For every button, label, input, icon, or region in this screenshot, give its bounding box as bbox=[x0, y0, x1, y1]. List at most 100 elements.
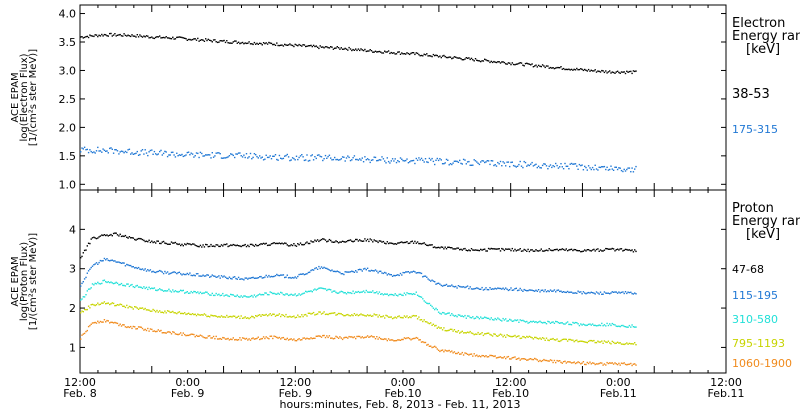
data-point bbox=[595, 325, 598, 327]
data-point bbox=[237, 295, 240, 298]
data-point bbox=[385, 51, 387, 53]
data-point bbox=[586, 70, 588, 72]
data-point bbox=[415, 272, 417, 274]
data-point bbox=[124, 326, 127, 328]
data-point bbox=[212, 156, 215, 158]
data-point bbox=[287, 277, 290, 279]
data-point bbox=[165, 290, 167, 292]
data-point bbox=[147, 327, 149, 330]
data-point bbox=[177, 311, 179, 314]
data-point bbox=[612, 323, 615, 326]
data-point bbox=[365, 240, 367, 242]
data-point bbox=[216, 276, 219, 278]
data-point bbox=[460, 248, 462, 250]
data-point bbox=[203, 336, 206, 339]
data-point bbox=[281, 158, 283, 160]
data-point bbox=[559, 340, 561, 343]
data-point bbox=[143, 239, 145, 242]
data-point bbox=[90, 238, 92, 240]
data-point bbox=[343, 241, 345, 243]
data-point bbox=[316, 335, 319, 337]
data-point bbox=[620, 169, 623, 172]
data-point bbox=[585, 69, 587, 71]
data-point bbox=[428, 302, 431, 305]
data-point bbox=[99, 320, 102, 323]
data-point bbox=[340, 273, 342, 275]
data-point bbox=[528, 335, 531, 338]
data-point bbox=[487, 247, 490, 250]
data-point bbox=[512, 289, 515, 291]
data-point bbox=[103, 33, 106, 36]
data-point bbox=[309, 271, 311, 273]
data-point bbox=[402, 294, 404, 297]
data-point bbox=[464, 286, 466, 289]
data-point bbox=[534, 357, 536, 360]
data-point bbox=[536, 290, 538, 292]
data-point bbox=[612, 71, 615, 74]
data-point bbox=[627, 343, 629, 345]
data-point bbox=[123, 33, 125, 35]
data-point bbox=[306, 45, 308, 47]
data-point bbox=[620, 248, 623, 250]
data-point bbox=[135, 266, 137, 269]
data-point bbox=[352, 270, 354, 273]
data-point bbox=[495, 318, 498, 321]
data-point bbox=[609, 362, 611, 364]
data-point bbox=[168, 154, 170, 156]
data-point bbox=[343, 315, 345, 317]
data-point bbox=[509, 335, 511, 337]
data-point bbox=[611, 291, 613, 293]
data-point bbox=[528, 289, 531, 291]
data-point bbox=[216, 41, 219, 44]
data-point bbox=[162, 312, 165, 314]
data-point bbox=[156, 330, 158, 333]
data-point bbox=[173, 154, 175, 156]
data-point bbox=[423, 341, 425, 344]
data-point bbox=[227, 156, 229, 158]
data-point bbox=[326, 289, 328, 292]
data-point bbox=[585, 166, 587, 169]
data-point bbox=[176, 152, 178, 154]
data-point bbox=[528, 358, 531, 360]
data-point bbox=[176, 243, 178, 245]
data-point bbox=[203, 246, 206, 248]
data-point bbox=[407, 52, 410, 55]
data-point bbox=[337, 242, 340, 244]
data-point bbox=[210, 337, 212, 339]
data-point bbox=[382, 158, 385, 160]
proton-plot-frame bbox=[79, 189, 727, 374]
data-point bbox=[86, 148, 88, 151]
data-point bbox=[569, 69, 571, 71]
data-point bbox=[302, 292, 304, 295]
data-point bbox=[362, 49, 365, 52]
data-point bbox=[562, 361, 565, 363]
data-point bbox=[203, 292, 206, 294]
data-point bbox=[523, 65, 525, 67]
data-point bbox=[199, 334, 202, 336]
data-point bbox=[311, 241, 313, 243]
data-point bbox=[293, 243, 295, 245]
data-point bbox=[328, 238, 331, 241]
data-point bbox=[382, 315, 385, 317]
data-point bbox=[274, 275, 277, 277]
legend-title: Energy ran bbox=[732, 214, 800, 229]
data-point bbox=[222, 336, 224, 339]
data-point bbox=[234, 244, 236, 246]
data-point bbox=[544, 359, 546, 362]
data-point bbox=[399, 339, 402, 341]
data-point bbox=[493, 60, 495, 63]
data-point bbox=[240, 245, 242, 248]
y-tick-label: 3.5 bbox=[59, 36, 77, 49]
data-point bbox=[566, 290, 569, 293]
data-point bbox=[501, 165, 503, 167]
data-point bbox=[189, 313, 191, 315]
data-point bbox=[518, 335, 520, 337]
data-point bbox=[259, 155, 261, 157]
data-point bbox=[141, 268, 144, 270]
data-point bbox=[518, 321, 520, 323]
data-point bbox=[612, 341, 615, 344]
data-point bbox=[602, 342, 604, 344]
data-point bbox=[306, 315, 308, 317]
data-point bbox=[416, 318, 419, 320]
data-point bbox=[373, 270, 375, 272]
